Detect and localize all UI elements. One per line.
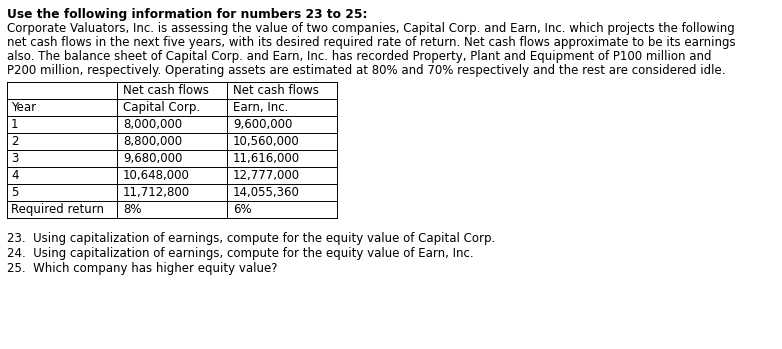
Text: 24.  Using capitalization of earnings, compute for the equity value of Earn, Inc: 24. Using capitalization of earnings, co…	[7, 247, 474, 260]
Text: Net cash flows: Net cash flows	[233, 84, 319, 97]
Text: 9,680,000: 9,680,000	[123, 152, 182, 165]
Text: net cash flows in the next five years, with its desired required rate of return.: net cash flows in the next five years, w…	[7, 36, 736, 49]
Text: Earn, Inc.: Earn, Inc.	[233, 101, 289, 114]
Text: 14,055,360: 14,055,360	[233, 186, 300, 199]
Text: Capital Corp.: Capital Corp.	[123, 101, 200, 114]
Text: 25.  Which company has higher equity value?: 25. Which company has higher equity valu…	[7, 262, 278, 275]
Text: 12,777,000: 12,777,000	[233, 169, 300, 182]
Text: 9,600,000: 9,600,000	[233, 118, 292, 131]
Text: 1: 1	[11, 118, 19, 131]
Text: 8,000,000: 8,000,000	[123, 118, 182, 131]
Text: 10,648,000: 10,648,000	[123, 169, 190, 182]
Text: P200 million, respectively. Operating assets are estimated at 80% and 70% respec: P200 million, respectively. Operating as…	[7, 64, 726, 77]
Text: 11,712,800: 11,712,800	[123, 186, 190, 199]
Text: also. The balance sheet of Capital Corp. and Earn, Inc. has recorded Property, P: also. The balance sheet of Capital Corp.…	[7, 50, 712, 63]
Text: 5: 5	[11, 186, 18, 199]
Text: 2: 2	[11, 135, 19, 148]
Text: 10,560,000: 10,560,000	[233, 135, 300, 148]
Text: 3: 3	[11, 152, 18, 165]
Text: Required return: Required return	[11, 203, 104, 216]
Text: Year: Year	[11, 101, 36, 114]
Text: 4: 4	[11, 169, 19, 182]
Text: Use the following information for numbers 23 to 25:: Use the following information for number…	[7, 8, 368, 21]
Text: 23.  Using capitalization of earnings, compute for the equity value of Capital C: 23. Using capitalization of earnings, co…	[7, 232, 495, 245]
Text: 11,616,000: 11,616,000	[233, 152, 300, 165]
Text: 6%: 6%	[233, 203, 252, 216]
Text: 8%: 8%	[123, 203, 142, 216]
Text: Corporate Valuators, Inc. is assessing the value of two companies, Capital Corp.: Corporate Valuators, Inc. is assessing t…	[7, 22, 735, 35]
Text: 8,800,000: 8,800,000	[123, 135, 182, 148]
Text: Net cash flows: Net cash flows	[123, 84, 209, 97]
